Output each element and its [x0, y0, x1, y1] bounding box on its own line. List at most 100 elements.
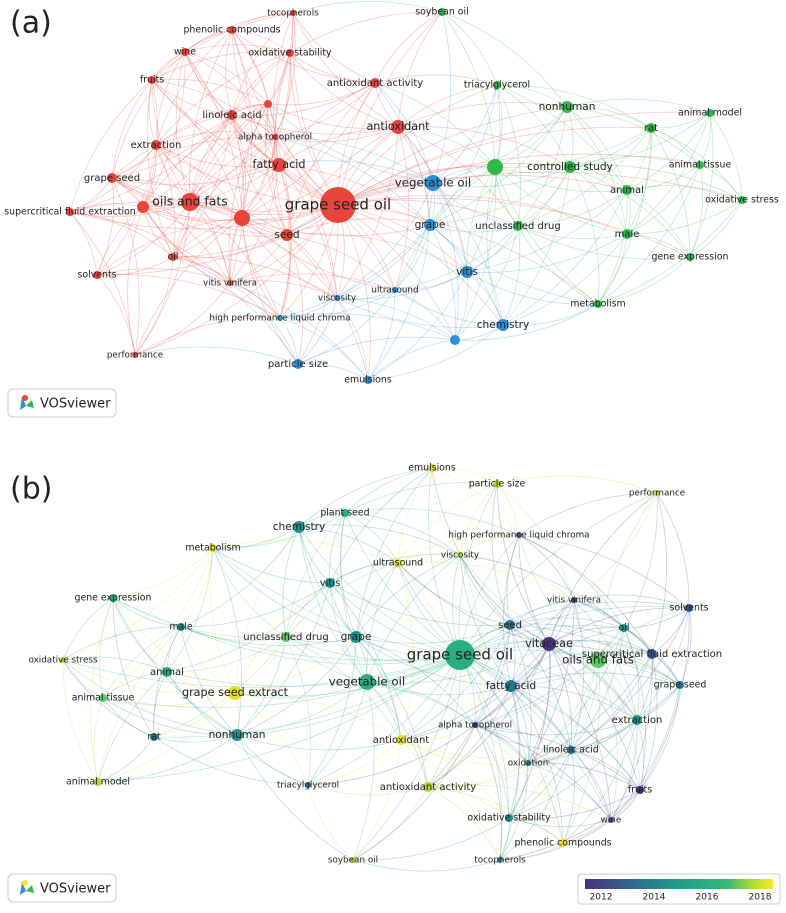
edge — [459, 654, 638, 721]
edge — [329, 562, 399, 584]
edge — [90, 597, 114, 783]
edge — [337, 195, 628, 235]
edge — [278, 126, 399, 166]
node-label: ultrasound — [373, 558, 423, 569]
edge — [510, 659, 599, 687]
edge — [329, 582, 368, 683]
edge — [289, 52, 399, 128]
node — [209, 544, 217, 552]
edge — [651, 607, 690, 655]
node — [493, 480, 501, 488]
node-label: animal — [610, 185, 644, 196]
edge — [286, 234, 304, 365]
edge — [166, 582, 331, 673]
edge — [151, 12, 294, 81]
edge — [153, 626, 182, 738]
edge — [166, 636, 287, 673]
edge — [274, 82, 376, 138]
edge — [142, 206, 231, 284]
edge — [394, 271, 468, 291]
node — [350, 857, 356, 863]
edge — [367, 324, 504, 381]
logo-text: VOSviewer — [40, 882, 111, 897]
edge — [292, 12, 399, 128]
edge — [623, 627, 640, 721]
edge — [397, 483, 498, 564]
edge — [397, 11, 443, 128]
edge — [569, 155, 701, 168]
edge — [518, 534, 653, 655]
edge — [307, 739, 402, 786]
edge — [297, 297, 338, 365]
edge — [496, 483, 575, 601]
edge — [236, 734, 354, 861]
edge — [459, 534, 520, 556]
edge — [352, 681, 375, 861]
edge — [427, 643, 550, 788]
edge — [610, 719, 638, 821]
edge — [432, 11, 452, 184]
node — [706, 109, 714, 117]
edge — [69, 211, 231, 284]
edge — [234, 654, 461, 697]
edge — [172, 136, 276, 258]
edge — [329, 467, 433, 584]
edge — [151, 79, 233, 116]
edge — [569, 112, 711, 168]
edge — [142, 114, 233, 208]
edge — [285, 562, 399, 638]
node-label: fatty acid — [486, 680, 536, 692]
edge — [69, 204, 339, 230]
edge — [466, 225, 519, 273]
node-label: triacylglycerol — [464, 80, 530, 91]
edge — [112, 597, 168, 673]
edge — [626, 127, 652, 191]
edge — [155, 144, 280, 168]
edge — [234, 526, 300, 694]
edge — [429, 84, 498, 226]
edge — [172, 234, 288, 259]
edge — [142, 206, 281, 319]
node-label: emulsions — [408, 463, 456, 474]
edge — [340, 512, 368, 683]
edge — [506, 534, 520, 626]
edge — [155, 51, 186, 146]
edge — [569, 164, 743, 201]
edge — [209, 547, 236, 694]
edge — [494, 106, 568, 168]
node — [571, 597, 577, 603]
edge — [180, 626, 357, 646]
edge — [432, 166, 571, 188]
edge — [337, 153, 701, 206]
node-label: performance — [107, 351, 163, 361]
node-label: performance — [629, 489, 685, 499]
node — [620, 624, 628, 632]
node — [341, 509, 349, 517]
edge — [509, 624, 638, 721]
edge — [400, 643, 550, 741]
edge — [459, 554, 599, 661]
edge — [344, 508, 520, 536]
edge — [397, 562, 550, 645]
node — [424, 219, 436, 231]
edge — [474, 724, 529, 764]
edge — [189, 29, 233, 203]
edge — [172, 256, 281, 319]
edge — [153, 692, 236, 738]
logo: VOSviewer — [7, 388, 117, 418]
edge — [274, 136, 338, 299]
edge — [427, 786, 501, 861]
edge — [623, 607, 690, 629]
node-label: oxidation — [508, 759, 549, 769]
edge — [102, 671, 168, 699]
edge — [212, 547, 287, 638]
node-label: oxidative stability — [467, 813, 551, 824]
edge — [459, 554, 625, 629]
node-label: unclassified drug — [475, 221, 560, 232]
node — [487, 159, 503, 175]
edge — [111, 164, 280, 186]
edge — [597, 127, 652, 305]
edge — [573, 599, 625, 629]
edge — [142, 164, 280, 208]
node — [428, 464, 436, 472]
